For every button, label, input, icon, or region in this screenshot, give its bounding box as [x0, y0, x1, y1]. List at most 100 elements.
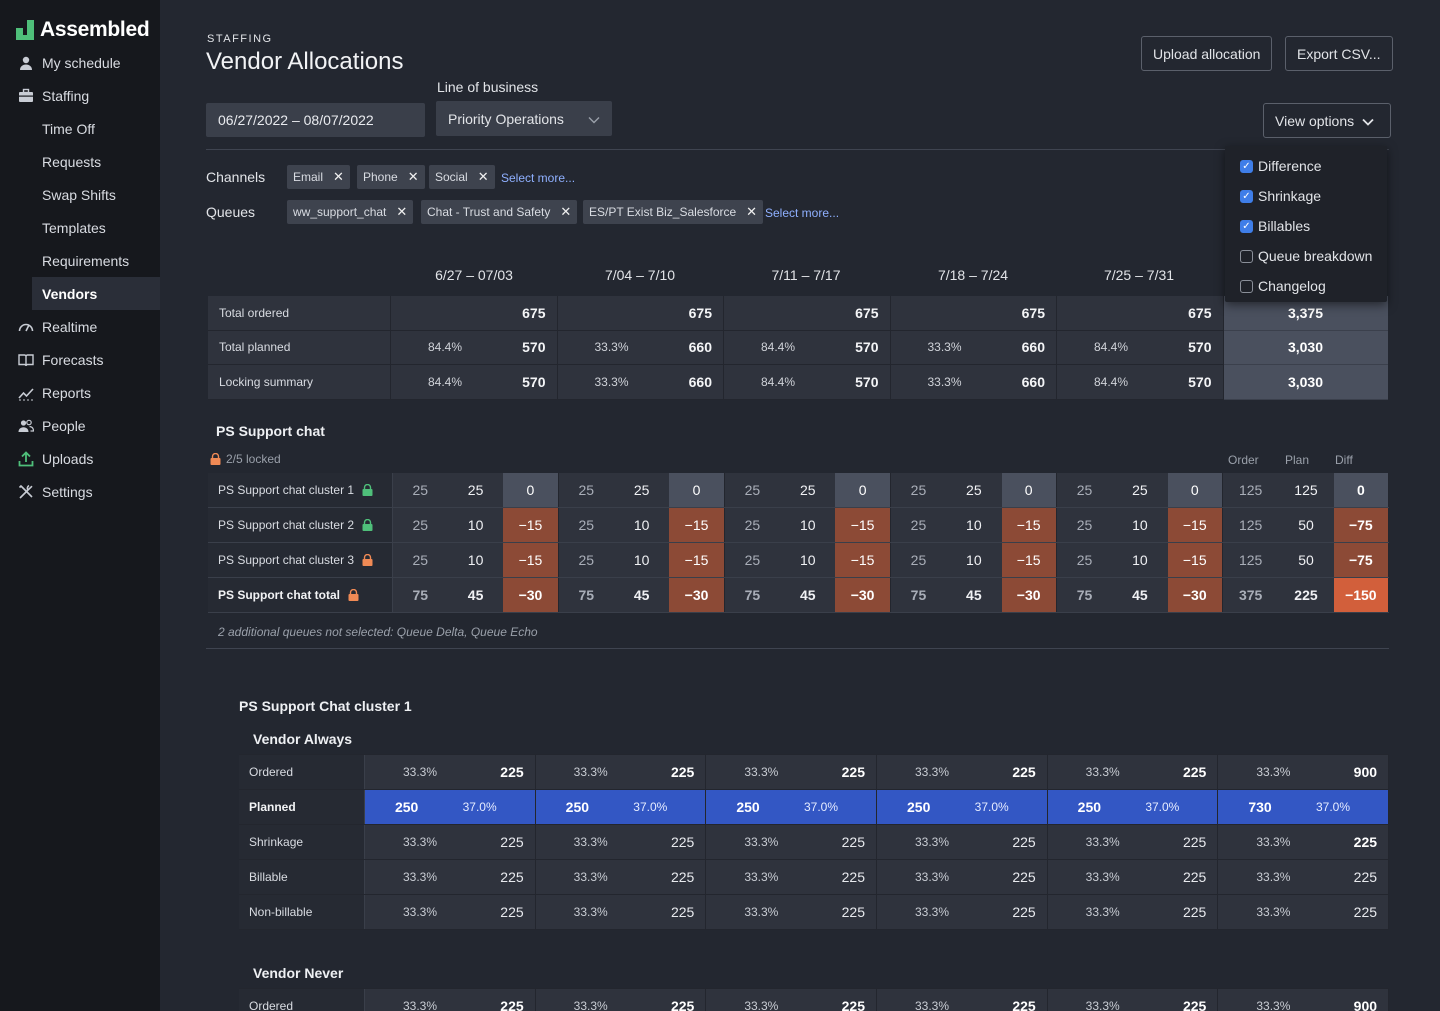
view-option-difference[interactable]: ✓ Difference — [1225, 151, 1387, 181]
cell-value: 250 — [565, 799, 590, 815]
lock-icon[interactable] — [362, 518, 373, 531]
queue-tag: Chat - Trust and Safety ✕ — [421, 200, 578, 224]
value-cell: 33.3% 225 — [364, 860, 536, 894]
planned-cell[interactable]: 730 37.0% — [1218, 790, 1390, 824]
planned-cell[interactable]: 250 37.0% — [706, 790, 877, 824]
cell-pct: 37.0% — [462, 800, 497, 814]
view-option-billables[interactable]: ✓ Billables — [1225, 211, 1387, 241]
sidebar-nav: My schedule Staffing Time Off Requests S… — [0, 46, 160, 508]
cell-pct: 33.3% — [594, 340, 629, 355]
value-cell: 33.3% 225 — [1047, 989, 1219, 1011]
sidebar-item-time-off[interactable]: Time Off — [0, 112, 160, 145]
value-cell: 33.3% 900 — [1218, 989, 1390, 1011]
cell-plan: 10 — [613, 508, 670, 542]
lock-icon[interactable] — [348, 588, 359, 601]
checkbox-checked-icon[interactable]: ✓ — [1240, 159, 1253, 173]
view-option-queue-breakdown[interactable]: Queue breakdown — [1225, 241, 1387, 271]
sidebar-item-settings[interactable]: Settings — [0, 475, 160, 508]
view-options-button[interactable]: View options — [1263, 103, 1391, 138]
summary-cell: 675 — [557, 296, 724, 331]
planned-cell[interactable]: 250 37.0% — [1047, 790, 1219, 824]
cell-value: 225 — [1353, 904, 1378, 920]
channels-select-more-link[interactable]: Select more... — [501, 171, 576, 185]
lob-select[interactable]: Priority Operations — [436, 101, 612, 136]
upload-icon — [18, 450, 34, 467]
view-option-changelog[interactable]: Changelog — [1225, 271, 1387, 301]
app-logo[interactable]: Assembled — [16, 18, 150, 42]
close-icon[interactable]: ✕ — [396, 204, 408, 219]
planned-cell[interactable]: 250 37.0% — [877, 790, 1048, 824]
checkbox-checked-icon[interactable]: ✓ — [1240, 219, 1253, 233]
week-header: 7/04 – 7/10 — [604, 267, 676, 283]
cell-pct: 84.4% — [428, 340, 463, 355]
queues-select-more-link[interactable]: Select more... — [765, 206, 840, 220]
sidebar-item-swap-shifts[interactable]: Swap Shifts — [0, 178, 160, 211]
sidebar-item-uploads[interactable]: Uploads — [0, 442, 160, 475]
cell-plan: 10 — [613, 543, 670, 577]
cell-value: 660 — [688, 339, 712, 356]
queue-tag: ww_support_chat ✕ — [287, 200, 414, 224]
upload-allocation-button[interactable]: Upload allocation — [1141, 36, 1273, 71]
cell-value: 675 — [688, 304, 712, 321]
cell-value: 225 — [1012, 998, 1036, 1011]
row-label: Planned — [239, 790, 365, 824]
planned-cell[interactable]: 250 37.0% — [364, 790, 536, 824]
row-label-text: PS Support chat cluster 3 — [218, 553, 355, 567]
cell-diff: −15 — [1001, 543, 1057, 577]
lock-icon[interactable] — [362, 483, 373, 496]
close-icon[interactable]: ✕ — [407, 169, 419, 184]
lock-icon[interactable] — [362, 553, 373, 566]
cell-plan: 225 — [1278, 578, 1334, 612]
export-csv-button[interactable]: Export CSV... — [1285, 36, 1393, 71]
cell-pct: 33.3% — [573, 765, 608, 779]
planned-cell[interactable]: 250 37.0% — [535, 790, 707, 824]
value-cell: 33.3% 225 — [706, 825, 877, 859]
table-row: Non-billable 33.3% 225 33.3% 225 33.3% 225 33.3… — [239, 895, 1390, 930]
close-icon[interactable]: ✕ — [333, 169, 344, 184]
row-label-text: PS Support chat cluster 1 — [218, 483, 355, 497]
cell-order: 25 — [890, 543, 947, 577]
sidebar-item-templates[interactable]: Templates — [0, 211, 160, 244]
row-label: Shrinkage — [239, 825, 365, 859]
sidebar-item-label: Realtime — [42, 318, 98, 335]
cell-diff: −15 — [669, 508, 725, 542]
date-range-picker[interactable]: 06/27/2022 – 08/07/2022 — [206, 103, 425, 137]
view-option-shrinkage[interactable]: ✓ Shrinkage — [1225, 181, 1387, 211]
cell-pct: 37.0% — [803, 800, 838, 814]
cell-value: 660 — [1021, 373, 1045, 390]
checkbox-unchecked-icon[interactable] — [1240, 249, 1253, 263]
value-cell: 33.3% 225 — [1218, 895, 1390, 929]
sidebar-item-vendors[interactable]: Vendors — [32, 277, 160, 310]
cell-value: 225 — [1012, 904, 1036, 920]
cell-diff: −75 — [1333, 543, 1390, 577]
sidebar-item-reports[interactable]: Reports — [0, 376, 160, 409]
sidebar-item-requirements[interactable]: Requirements — [0, 244, 160, 277]
sidebar-item-my-schedule[interactable]: My schedule — [0, 46, 160, 79]
cell-order: 125 — [1222, 543, 1279, 577]
sidebar-item-requests[interactable]: Requests — [0, 145, 160, 178]
close-icon[interactable]: ✕ — [746, 204, 758, 219]
sidebar-item-realtime[interactable]: Realtime — [0, 310, 160, 343]
value-cell: 33.3% 225 — [364, 895, 536, 929]
value-cell: 33.3% 225 — [1047, 825, 1219, 859]
cell-pct: 33.3% — [744, 999, 779, 1011]
cell-diff: −30 — [503, 578, 559, 612]
close-icon[interactable]: ✕ — [560, 204, 572, 219]
row-label-text: PS Support chat cluster 2 — [218, 518, 355, 532]
close-icon[interactable]: ✕ — [477, 169, 489, 184]
tag-label: Email — [293, 170, 324, 184]
sidebar-item-forecasts[interactable]: Forecasts — [0, 343, 160, 376]
cell-pct: 33.3% — [1256, 999, 1291, 1011]
cell-value: 225 — [1182, 998, 1207, 1011]
sidebar-item-people[interactable]: People — [0, 409, 160, 442]
cell-pct: 37.0% — [1315, 800, 1351, 814]
cluster-section-title: PS Support Chat cluster 1 — [239, 698, 412, 714]
briefcase-icon — [18, 88, 34, 104]
row-label: Total ordered — [208, 296, 391, 331]
cell-value: 250 — [736, 799, 760, 815]
checkbox-unchecked-icon[interactable] — [1240, 279, 1253, 293]
sidebar-item-staffing[interactable]: Staffing — [0, 79, 160, 112]
checkbox-checked-icon[interactable]: ✓ — [1240, 189, 1253, 203]
cell-value: 225 — [1182, 869, 1207, 885]
cell-value: 730 — [1248, 799, 1272, 815]
